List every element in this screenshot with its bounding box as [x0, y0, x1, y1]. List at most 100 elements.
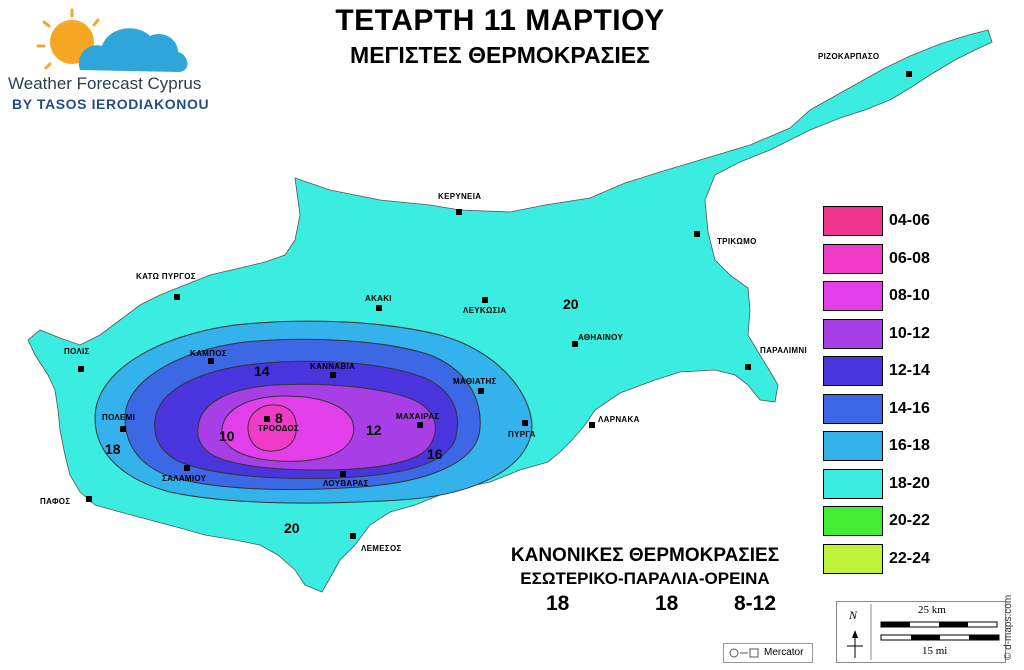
legend-item: 22-24	[823, 543, 963, 582]
town-marker-lefkosia	[482, 297, 488, 303]
town-marker-kannavia	[330, 372, 336, 378]
town-marker-athienou	[572, 341, 578, 347]
town-label-kyrenia: ΚΕΡΥΝΕΙΑ	[438, 192, 482, 201]
town-label-troodos: ΤΡΟΟΔΟΣ	[258, 424, 300, 433]
legend-swatch	[823, 243, 883, 274]
normal-coast-value: 18	[655, 592, 679, 615]
legend-item: 10-12	[823, 318, 963, 357]
town-label-kannavia: ΚΑΝΝΑΒΙΑ	[310, 362, 356, 371]
town-marker-trikomo	[694, 231, 700, 237]
map-title: ΤΕΤΑΡΤΗ 11 ΜΑΡΤΙΟΥ	[335, 4, 665, 37]
town-label-trikomo: ΤΡΙΚΩΜΟ	[717, 237, 757, 246]
town-marker-rizokarpaso	[906, 71, 912, 77]
isotherm-label-12: 12	[366, 422, 382, 438]
isotherm-label-18: 18	[105, 441, 121, 457]
legend-item: 20-22	[823, 506, 963, 544]
legend-label: 06-08	[889, 249, 930, 267]
legend-label: 08-10	[889, 287, 930, 304]
legend-item: 06-08	[823, 243, 963, 282]
normal-mountain-value: 8-12	[734, 592, 777, 615]
town-label-mathiatis: ΜΑΘΙΑΤΗΣ	[453, 377, 497, 386]
credit-text: © d-maps.com	[1003, 594, 1014, 660]
legend-label: 14-16	[889, 399, 930, 417]
town-label-paralimni: ΠΑΡΑΛΙΜΝΙ	[760, 346, 807, 355]
town-label-lemesos: ΛΕΜΕΣΟΣ	[361, 544, 402, 553]
normals-title: ΚΑΝΟΝΙΚΕΣ ΘΕΡΜΟΚΡΑΣΙΕΣ	[510, 545, 780, 566]
legend-item: 12-14	[823, 356, 963, 394]
town-marker-polis	[78, 366, 84, 372]
legend-swatch	[823, 206, 883, 236]
legend-swatch	[823, 506, 883, 536]
town-marker-akaki	[376, 305, 382, 311]
legend-item: 14-16	[823, 393, 963, 432]
legend-label: 04-06	[889, 212, 930, 229]
scale-graphic	[847, 604, 1000, 660]
isotherm-label-8: 8	[275, 410, 283, 426]
town-marker-kyrenia	[456, 209, 462, 215]
legend-swatch	[823, 356, 883, 386]
town-marker-kato-pyrgos	[174, 294, 180, 300]
legend-item: 04-06	[823, 206, 963, 244]
isotherm-label-20-south: 20	[284, 520, 300, 536]
isotherm-label-14: 14	[254, 363, 270, 379]
town-marker-mathiatis	[478, 388, 484, 394]
map-subtitle: ΜΕΓΙΣΤΕΣ ΘΕΡΜΟΚΡΑΣΙΕΣ	[350, 42, 650, 68]
legend-swatch	[823, 393, 883, 424]
legend-label: 22-24	[889, 549, 930, 567]
scale-km-label: 25 km	[918, 604, 946, 616]
legend-label: 20-22	[889, 512, 930, 529]
legend-item: 16-18	[823, 431, 963, 469]
town-label-lefkosia: ΛΕΥΚΩΣΙΑ	[463, 306, 507, 315]
scale-mi-label: 15 mi	[922, 645, 948, 657]
projection-label: Mercator	[764, 647, 804, 658]
normal-inland-value: 18	[546, 592, 570, 615]
projection-icon	[729, 648, 759, 658]
town-label-machairas: ΜΑΧΑΙΡΑΣ	[396, 412, 440, 421]
town-marker-machairas	[417, 422, 423, 428]
town-marker-louvaras	[340, 471, 346, 477]
isotherm-label-16: 16	[427, 446, 443, 462]
legend-item: 08-10	[823, 281, 963, 319]
town-label-larnaka: ΛΑΡΝΑΚΑ	[598, 415, 640, 424]
town-label-akaki: ΑΚΑΚΙ	[365, 294, 392, 303]
town-label-pafos: ΠΑΦΟΣ	[40, 497, 71, 506]
town-marker-pyrga	[522, 420, 528, 426]
legend-label: 12-14	[889, 362, 930, 379]
town-label-kato-pyrgos: ΚΑΤΩ ΠΥΡΓΟΣ	[136, 272, 196, 281]
legend-label: 16-18	[889, 437, 930, 454]
town-label-rizokarpaso: ΡΙΖΟΚΑΡΠΑΣΟ	[818, 52, 880, 61]
isotherm-label-10: 10	[219, 428, 235, 444]
legend-swatch	[823, 468, 883, 499]
town-marker-polemi	[120, 426, 126, 432]
projection-box: Mercator	[723, 643, 813, 663]
zone-06-08	[247, 404, 297, 452]
town-label-polemi: ΠΟΛΕΜΙ	[102, 413, 136, 422]
town-marker-troodos	[264, 416, 270, 422]
legend-swatch	[823, 543, 883, 574]
legend-swatch	[823, 281, 883, 311]
legend-item: 18-20	[823, 468, 963, 507]
normals-subtitle: ΕΣΩΤΕΡΙΚΟ-ΠΑΡΑΛΙΑ-ΟΡΕΙΝΑ	[520, 569, 770, 588]
town-label-salamiou: ΣΑΛΑΜΙΟΥ	[162, 474, 207, 483]
logo-byline: BY TASOS IERODIAKONOU	[12, 96, 210, 112]
town-label-athienou: ΑΘΗΑΙΝΟΥ	[578, 333, 624, 342]
temperature-legend: 04-06 06-08 08-10 10-12 12-14 14-16 16-1…	[823, 206, 963, 581]
town-label-polis: ΠΟΛΙΣ	[64, 347, 90, 356]
north-label: N	[849, 608, 858, 622]
logo-name: Weather Forecast Cyprus	[8, 74, 202, 93]
legend-label: 18-20	[889, 474, 930, 492]
town-marker-salamiou	[184, 465, 190, 471]
town-marker-kampos	[208, 358, 214, 364]
legend-swatch	[823, 318, 883, 349]
town-marker-paralimni	[745, 364, 751, 370]
town-marker-lemesos	[350, 533, 356, 539]
logo-graphic	[36, 8, 188, 72]
town-label-kampos: ΚΑΜΠΟΣ	[190, 349, 227, 358]
town-marker-pafos	[86, 496, 92, 502]
town-label-louvaras: ΛΟΥΒΑΡΑΣ	[323, 479, 369, 488]
isotherm-label-20-north: 20	[563, 296, 579, 312]
legend-label: 10-12	[889, 324, 930, 342]
north-arrow-icon	[847, 630, 863, 658]
